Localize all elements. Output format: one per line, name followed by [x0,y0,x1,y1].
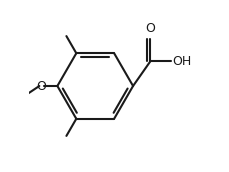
Text: O: O [36,79,46,93]
Text: O: O [145,22,155,35]
Text: OH: OH [171,55,190,68]
